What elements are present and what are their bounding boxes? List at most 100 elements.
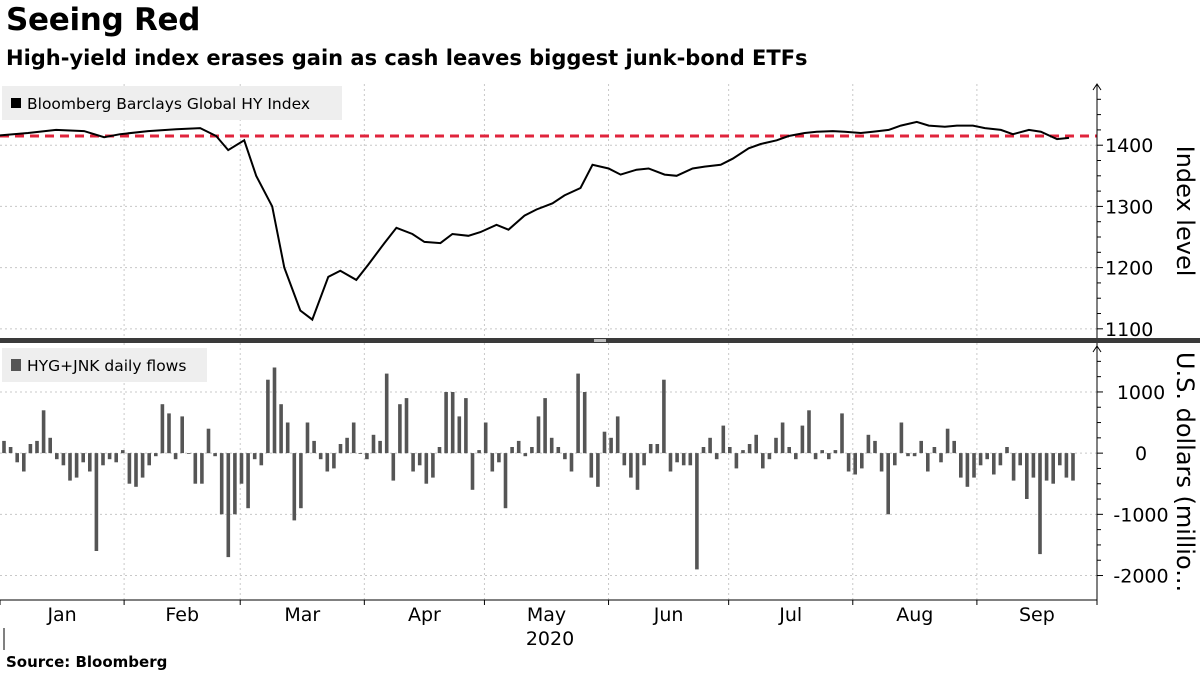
panel-separator-handle[interactable] <box>594 339 606 342</box>
index-legend-box <box>2 86 342 120</box>
flow-bar <box>615 416 620 454</box>
x-axis-labels: Jan Feb Mar Apr May Jun Jul Aug Sep <box>0 600 1098 650</box>
flows-legend-swatch <box>11 359 21 371</box>
flow-bar <box>530 447 534 454</box>
flow-bar <box>88 453 92 472</box>
flow-bar <box>596 453 600 487</box>
flow-bar <box>371 434 376 454</box>
index-axis-arrow <box>1092 83 1102 91</box>
flow-bar <box>681 453 686 466</box>
flow-bar <box>206 428 211 454</box>
flow-bar <box>167 413 171 454</box>
flow-bar <box>114 453 118 463</box>
flow-bar <box>688 453 693 466</box>
flow-bar <box>450 392 455 454</box>
flow-bar <box>926 453 930 472</box>
flow-bar <box>483 422 488 454</box>
flows-y-tick-label: 0 <box>1135 443 1147 465</box>
x-tick-label: May <box>527 604 566 626</box>
flow-bar <box>8 447 13 454</box>
flow-bar <box>351 422 356 454</box>
flow-bar <box>193 453 198 484</box>
flow-bar <box>1051 453 1055 484</box>
flow-bar <box>470 453 475 490</box>
flow-bar <box>325 453 330 472</box>
x-tick-label: Mar <box>284 604 320 626</box>
flows-axis-title: U.S. dollars (millio... <box>1171 352 1199 592</box>
flow-bar <box>292 453 297 521</box>
flow-bar <box>635 453 640 490</box>
flow-bar <box>378 440 382 454</box>
flow-bar <box>886 453 890 515</box>
flow-bar <box>365 453 369 460</box>
index-legend-swatch <box>11 98 21 108</box>
flow-bar <box>121 450 125 454</box>
flow-bar <box>767 453 772 460</box>
flow-bar <box>219 453 224 515</box>
flow-bar <box>972 453 976 478</box>
flow-bar <box>1011 453 1016 481</box>
chart-title: Seeing Red <box>6 2 201 38</box>
flow-bar <box>846 453 851 472</box>
flows-axis-arrow <box>1092 345 1102 353</box>
flow-bar <box>272 367 277 454</box>
flow-bar <box>952 440 956 454</box>
index-y-tick-label: 1100 <box>1105 319 1153 341</box>
flow-bar <box>1064 453 1069 478</box>
flow-bar <box>305 422 310 454</box>
index-axis-title: Index level <box>1171 146 1199 277</box>
flow-bar <box>437 447 442 454</box>
flow-bar <box>332 453 336 469</box>
flow-bar <box>510 447 514 454</box>
flow-bar <box>912 453 917 457</box>
flow-bar <box>200 453 204 484</box>
flow-bar <box>503 453 508 509</box>
x-axis-year-label: 2020 <box>526 628 574 650</box>
flow-bar <box>431 453 435 478</box>
flow-bar <box>992 453 996 475</box>
flow-bar <box>807 410 811 454</box>
flow-bar <box>279 404 283 454</box>
flow-bar <box>893 453 897 466</box>
x-tick-label: Jan <box>46 604 76 626</box>
flow-bar <box>444 392 448 454</box>
flow-bar <box>609 437 613 454</box>
index-y-tick-label: 1200 <box>1105 258 1153 280</box>
flow-bar <box>384 373 389 454</box>
flow-bar <box>959 453 963 478</box>
axes: 1100 1200 1300 1400 -2000 -1000 0 1000 <box>0 83 1169 601</box>
flow-bar <box>866 434 871 454</box>
flow-bar <box>747 444 752 454</box>
flow-bar <box>173 453 178 460</box>
flow-bar <box>345 437 349 454</box>
flow-bar <box>1058 453 1062 466</box>
flow-bar <box>35 440 39 454</box>
index-series-line <box>0 120 1070 322</box>
index-y-tick-label: 1400 <box>1105 135 1153 157</box>
flow-bar <box>1044 453 1049 481</box>
flow-bar <box>754 434 758 454</box>
flow-bar <box>734 453 739 469</box>
flows-legend-label: HYG+JNK daily flows <box>27 357 186 375</box>
flow-bar <box>622 453 627 466</box>
flow-bar <box>939 453 943 463</box>
index-legend: Bloomberg Barclays Global HY Index <box>2 86 342 120</box>
flow-bar <box>318 453 323 460</box>
flow-bar <box>721 425 726 454</box>
flow-bar <box>48 437 52 454</box>
flow-bar <box>457 416 462 454</box>
flow-bar <box>252 453 257 460</box>
flow-bar <box>187 453 191 454</box>
flow-bar <box>101 453 105 466</box>
flow-bar <box>74 453 79 478</box>
flow-bar <box>134 453 138 487</box>
flow-bar <box>358 453 363 454</box>
flow-bar <box>147 453 151 466</box>
flow-bar <box>61 453 66 466</box>
index-legend-label: Bloomberg Barclays Global HY Index <box>27 95 310 113</box>
flow-bar <box>1025 453 1029 499</box>
flow-bar <box>800 425 805 454</box>
flow-bar <box>985 453 989 460</box>
flow-bar <box>648 444 653 454</box>
